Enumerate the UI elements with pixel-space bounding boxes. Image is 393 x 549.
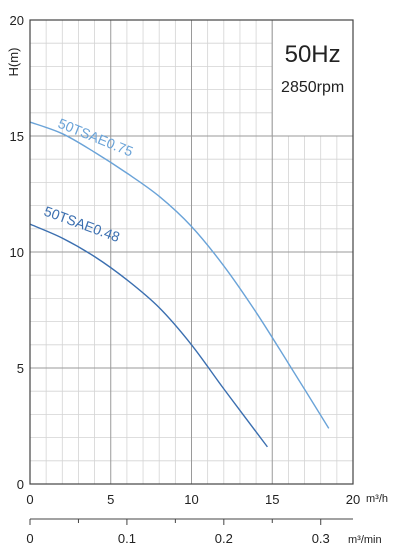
- x-tick-label: 20: [346, 492, 360, 507]
- series-layer: [29, 121, 330, 448]
- y-tick-label: 20: [10, 13, 24, 28]
- series-line-50TSAE0.48: [29, 223, 268, 448]
- y-axis-label: H(m): [6, 48, 21, 77]
- x-unit-label: m³/h: [366, 493, 388, 505]
- frequency-label: 50Hz: [285, 41, 341, 68]
- y-tick-label: 15: [10, 129, 24, 144]
- speed-label: 2850rpm: [281, 79, 344, 96]
- x2-tick-label: 0: [26, 531, 33, 546]
- x2-unit-label: m³/min: [348, 534, 382, 546]
- x2-tick-label: 0.2: [215, 531, 233, 546]
- y-tick-label: 0: [17, 477, 24, 492]
- x-tick-label: 10: [184, 492, 198, 507]
- axes-layer: [29, 19, 354, 525]
- series-line-50TSAE0.75: [29, 121, 330, 429]
- y-tick-label: 5: [17, 361, 24, 376]
- y-tick-label: 10: [10, 245, 24, 260]
- x2-tick-label: 0.1: [118, 531, 136, 546]
- major-grid: [30, 19, 354, 484]
- x-tick-label: 0: [26, 492, 33, 507]
- x-tick-label: 5: [107, 492, 114, 507]
- plot-frame: [29, 19, 354, 485]
- x-tick-label: 15: [265, 492, 279, 507]
- info-box: [271, 19, 354, 137]
- x2-tick-label: 0.3: [312, 531, 330, 546]
